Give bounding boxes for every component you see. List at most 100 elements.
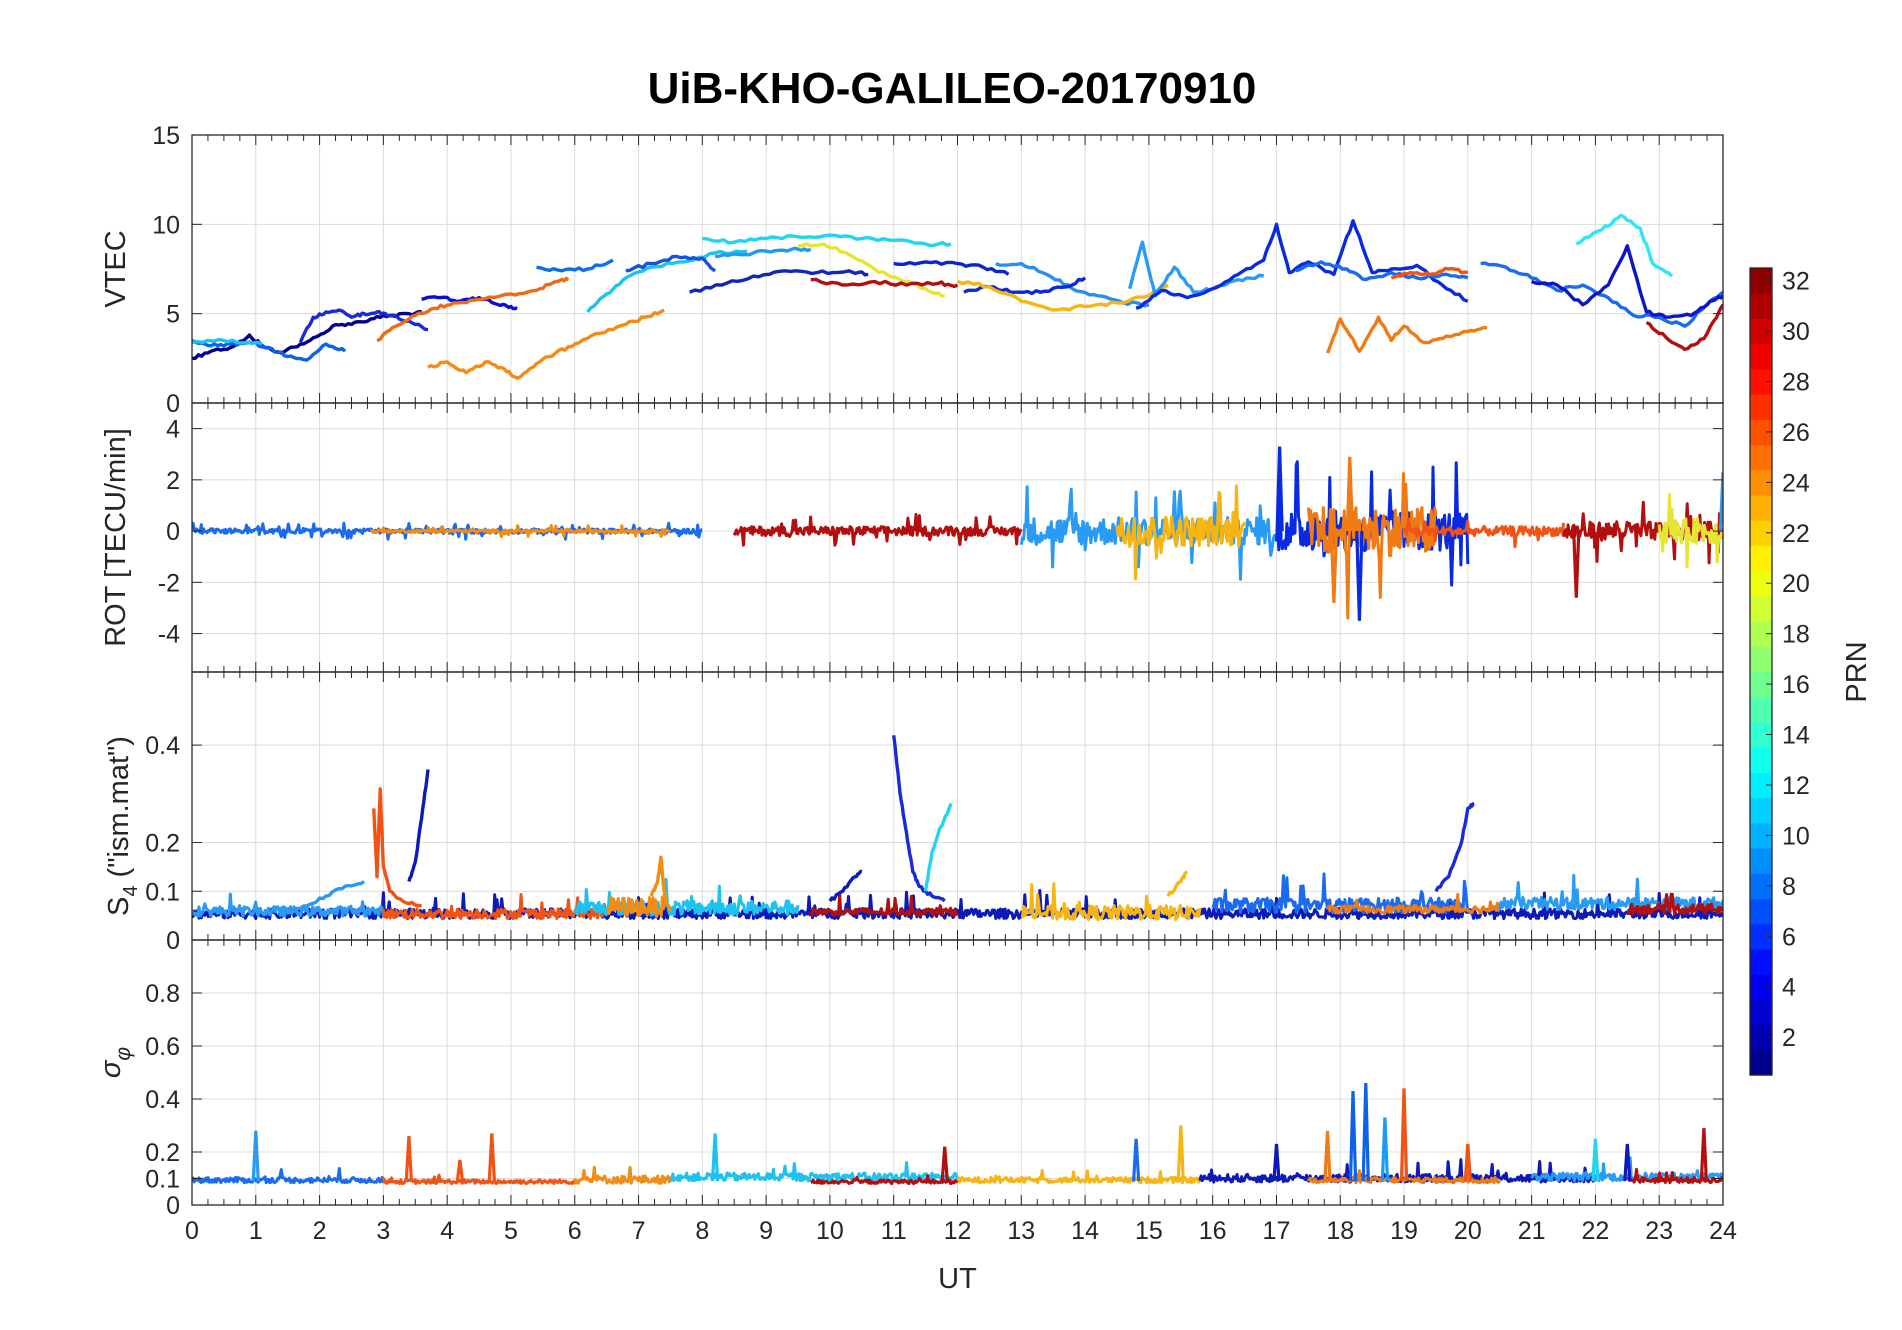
spike-mark <box>1718 472 1723 532</box>
series-line <box>1645 303 1723 352</box>
x-tick-label: 16 <box>1199 1217 1227 1245</box>
series-line <box>192 892 385 918</box>
y-tick-label: -2 <box>158 569 180 597</box>
colorbar-swatch <box>1750 595 1772 622</box>
panel-1: 0 5 10 15 VTEC <box>100 122 1724 418</box>
y-axis-label: VTEC <box>100 230 132 307</box>
colorbar-tick-label: 24 <box>1782 469 1810 497</box>
x-minor-ticks <box>191 672 1724 940</box>
colorbar-swatch <box>1750 1024 1772 1051</box>
series-line <box>192 338 347 362</box>
colorbar-swatch <box>1750 368 1772 395</box>
plot-area <box>192 1083 1723 1186</box>
colorbar-swatch <box>1750 721 1772 748</box>
series-line <box>1390 266 1469 280</box>
series-line <box>1575 213 1674 278</box>
series-line <box>381 1173 577 1186</box>
colorbar-swatch <box>1750 646 1772 673</box>
series-line <box>369 524 671 539</box>
x-tick-label: 11 <box>881 1217 907 1245</box>
spike-mark <box>1272 1143 1281 1182</box>
colorbar-swatch <box>1750 898 1772 925</box>
series-line <box>192 1167 385 1185</box>
spike-mark <box>1355 531 1364 621</box>
series-line <box>1021 882 1202 922</box>
series-line <box>586 249 748 313</box>
x-tick-label: 18 <box>1326 1217 1354 1245</box>
y-tick-label: 0.2 <box>145 1139 180 1167</box>
series-line <box>1530 244 1723 319</box>
plot-area <box>192 735 1723 922</box>
spike-mark <box>940 1146 949 1182</box>
y-tick-label: 5 <box>166 301 180 329</box>
series-line <box>287 880 366 913</box>
colorbar-swatch <box>1750 494 1772 521</box>
series-line <box>625 254 716 273</box>
y-tick-label: 10 <box>152 211 180 239</box>
x-tick-label: 5 <box>504 1217 518 1245</box>
x-tick-label: 2 <box>313 1217 327 1245</box>
series-line <box>1562 500 1723 565</box>
colorbar-label: PRN <box>1841 641 1873 702</box>
colorbar-swatch <box>1750 923 1772 950</box>
x-tick-label: 17 <box>1263 1217 1291 1245</box>
x-tick-label: 14 <box>1071 1217 1099 1245</box>
series-line <box>421 295 518 311</box>
colorbar-tick-label: 26 <box>1782 419 1810 447</box>
series-line <box>1325 315 1488 354</box>
x-tick-label: 15 <box>1135 1217 1163 1245</box>
spike-mark <box>1275 446 1284 532</box>
colorbar-swatch <box>1750 419 1772 446</box>
x-tick-label: 19 <box>1390 1217 1418 1245</box>
colorbar-tick-label: 4 <box>1782 974 1796 1002</box>
series-line <box>376 276 570 343</box>
series-line <box>688 269 869 294</box>
series-line <box>298 308 429 343</box>
y-tick-label: 0.6 <box>145 1033 180 1061</box>
series-line <box>1115 484 1246 581</box>
series-line <box>649 855 666 897</box>
spike-mark <box>404 1136 413 1182</box>
chart-title: UiB-KHO-GALILEO-20170910 <box>648 64 1257 113</box>
spike-mark <box>1345 456 1354 532</box>
series-line <box>893 260 1010 276</box>
x-tick-label: 10 <box>816 1217 844 1245</box>
colorbar-swatch <box>1750 444 1772 471</box>
colorbar-swatch <box>1750 747 1772 773</box>
spike-mark <box>251 1130 260 1182</box>
colorbar-swatch <box>1750 545 1772 572</box>
spike-mark <box>1591 1138 1600 1182</box>
colorbar-tick-label: 18 <box>1782 621 1810 649</box>
series-line <box>372 787 422 908</box>
y-axis-label: ROT [TECU/min] <box>100 428 132 647</box>
colorbar-tick-label: 22 <box>1782 520 1810 548</box>
y-tick-label: 4 <box>166 416 180 444</box>
colorbar-swatch <box>1750 268 1772 294</box>
series-line <box>1307 1169 1501 1185</box>
spike-mark <box>1463 1143 1472 1182</box>
x-tick-label: 22 <box>1582 1217 1610 1245</box>
colorbar-swatch <box>1750 696 1772 723</box>
y-tick-label: 0.1 <box>145 878 180 906</box>
series-line <box>573 1165 672 1185</box>
grid <box>191 403 1724 672</box>
panel-3: 0 0.1 0.2 0.4S4 ("ism.mat") <box>103 671 1724 955</box>
colorbar-swatch <box>1750 394 1772 420</box>
x-tick-label: 4 <box>440 1217 454 1245</box>
x-minor-ticks <box>191 135 1724 403</box>
series-line <box>606 888 672 919</box>
x-axis-label: UT <box>938 1263 977 1295</box>
spike-mark <box>1399 1088 1409 1182</box>
colorbar-swatch <box>1750 999 1772 1026</box>
series-line <box>828 869 863 902</box>
x-tick-label: 12 <box>944 1217 972 1245</box>
y-axis-label: S4 ("ism.mat") <box>103 736 142 916</box>
y-tick-label: 0 <box>166 927 180 955</box>
series-line <box>956 279 1169 312</box>
series-line <box>1135 219 1469 310</box>
spike-mark <box>1572 531 1581 598</box>
x-tick-label: 0 <box>185 1217 199 1245</box>
series-line <box>923 802 953 892</box>
